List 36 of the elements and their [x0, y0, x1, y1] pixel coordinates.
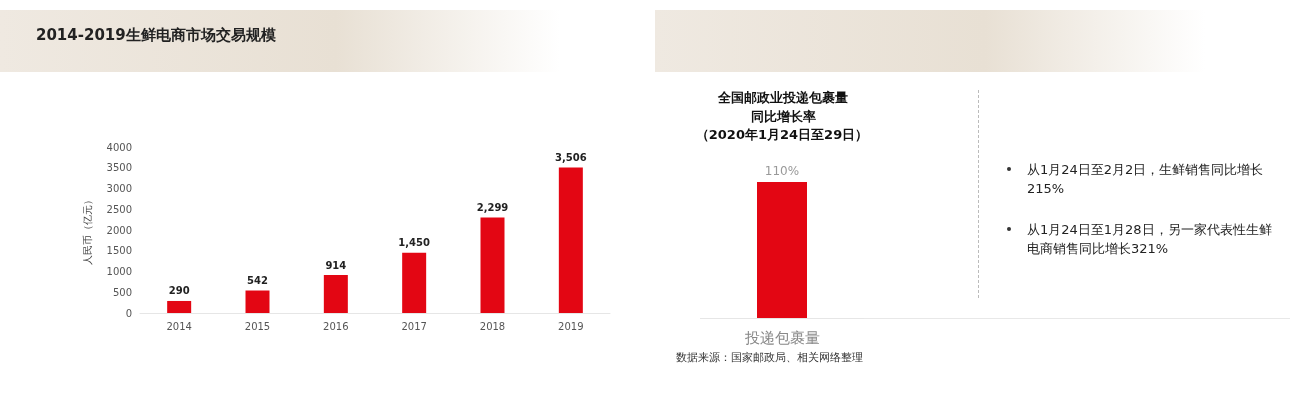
data-label: 1,450: [398, 237, 431, 249]
bar: [402, 252, 427, 313]
y-axis-title: 人民币（亿元）: [81, 195, 93, 265]
bar: [167, 300, 192, 313]
x-tick-label: 2014: [166, 320, 192, 332]
y-tick-label: 1500: [106, 245, 132, 257]
data-label: 914: [325, 259, 347, 271]
y-tick-label: 500: [112, 286, 132, 298]
data-label: 110%: [764, 164, 800, 178]
data-label: 3,506: [555, 152, 587, 163]
y-tick-label: 3000: [106, 183, 132, 194]
x-tick-label: 2016: [323, 320, 349, 332]
y-tick-label: 0: [125, 307, 132, 319]
bar: [480, 217, 505, 313]
y-tick-label: 3500: [106, 162, 132, 174]
x-tick-label: 2019: [558, 320, 584, 332]
text: 从1月24日至2月2日，生鲜销售同比增长215%: [1027, 162, 1264, 196]
y-tick-label: 2000: [106, 224, 132, 236]
data-label: 542: [247, 275, 268, 287]
x-tick-label: 2018: [479, 320, 506, 332]
source-note: 数据来源：国家邮政局、相关网络整理: [676, 350, 863, 365]
bar: [323, 275, 348, 313]
chart-subtitle: （2020年1月24日至29日）: [694, 126, 870, 144]
x-tick-label: 2017: [401, 320, 427, 332]
chart-title: 全国邮政业投递包裹量同比增长率: [717, 89, 849, 126]
data-label: 2,299: [476, 202, 509, 214]
data-label: 290: [168, 285, 190, 297]
bar: [558, 167, 583, 313]
x-tick-label: 投递包裹量: [743, 328, 820, 347]
y-tick-label: 1000: [106, 266, 132, 277]
y-tick-label: 2500: [106, 203, 132, 215]
text: 从1月24日至1月28日，另一家代表性生鲜电商销售同比增长321%: [1027, 222, 1272, 256]
y-tick-label: 4000: [106, 141, 132, 153]
chart-title: 2014-2019生鲜电商市场交易规模: [36, 26, 276, 45]
bar: [245, 290, 270, 313]
x-tick-label: 2015: [244, 320, 271, 332]
